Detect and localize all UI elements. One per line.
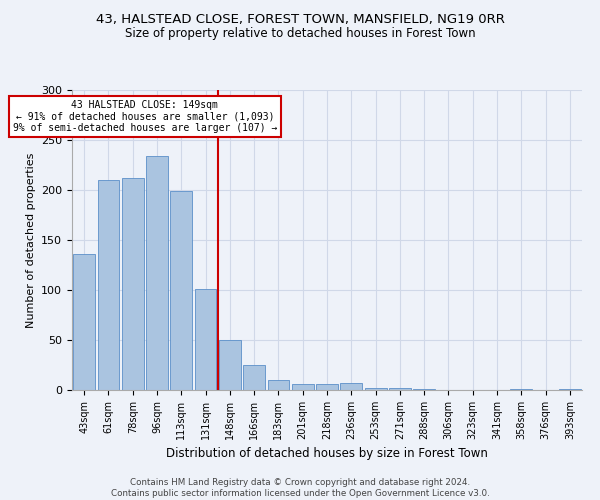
Bar: [511, 389, 532, 390]
Bar: [268, 380, 289, 390]
Bar: [97, 180, 119, 390]
Bar: [73, 254, 95, 390]
Bar: [292, 384, 314, 390]
Bar: [219, 340, 241, 390]
Bar: [122, 178, 143, 390]
Bar: [146, 156, 168, 390]
Bar: [413, 389, 435, 390]
Bar: [194, 289, 217, 390]
Text: Size of property relative to detached houses in Forest Town: Size of property relative to detached ho…: [125, 28, 475, 40]
Bar: [365, 388, 386, 390]
Text: 43, HALSTEAD CLOSE, FOREST TOWN, MANSFIELD, NG19 0RR: 43, HALSTEAD CLOSE, FOREST TOWN, MANSFIE…: [95, 12, 505, 26]
Bar: [559, 389, 581, 390]
Text: 43 HALSTEAD CLOSE: 149sqm
← 91% of detached houses are smaller (1,093)
9% of sem: 43 HALSTEAD CLOSE: 149sqm ← 91% of detac…: [13, 100, 277, 133]
Bar: [389, 388, 411, 390]
Bar: [340, 383, 362, 390]
Bar: [170, 191, 192, 390]
Y-axis label: Number of detached properties: Number of detached properties: [26, 152, 35, 328]
Bar: [316, 384, 338, 390]
X-axis label: Distribution of detached houses by size in Forest Town: Distribution of detached houses by size …: [166, 448, 488, 460]
Bar: [243, 365, 265, 390]
Text: Contains HM Land Registry data © Crown copyright and database right 2024.
Contai: Contains HM Land Registry data © Crown c…: [110, 478, 490, 498]
